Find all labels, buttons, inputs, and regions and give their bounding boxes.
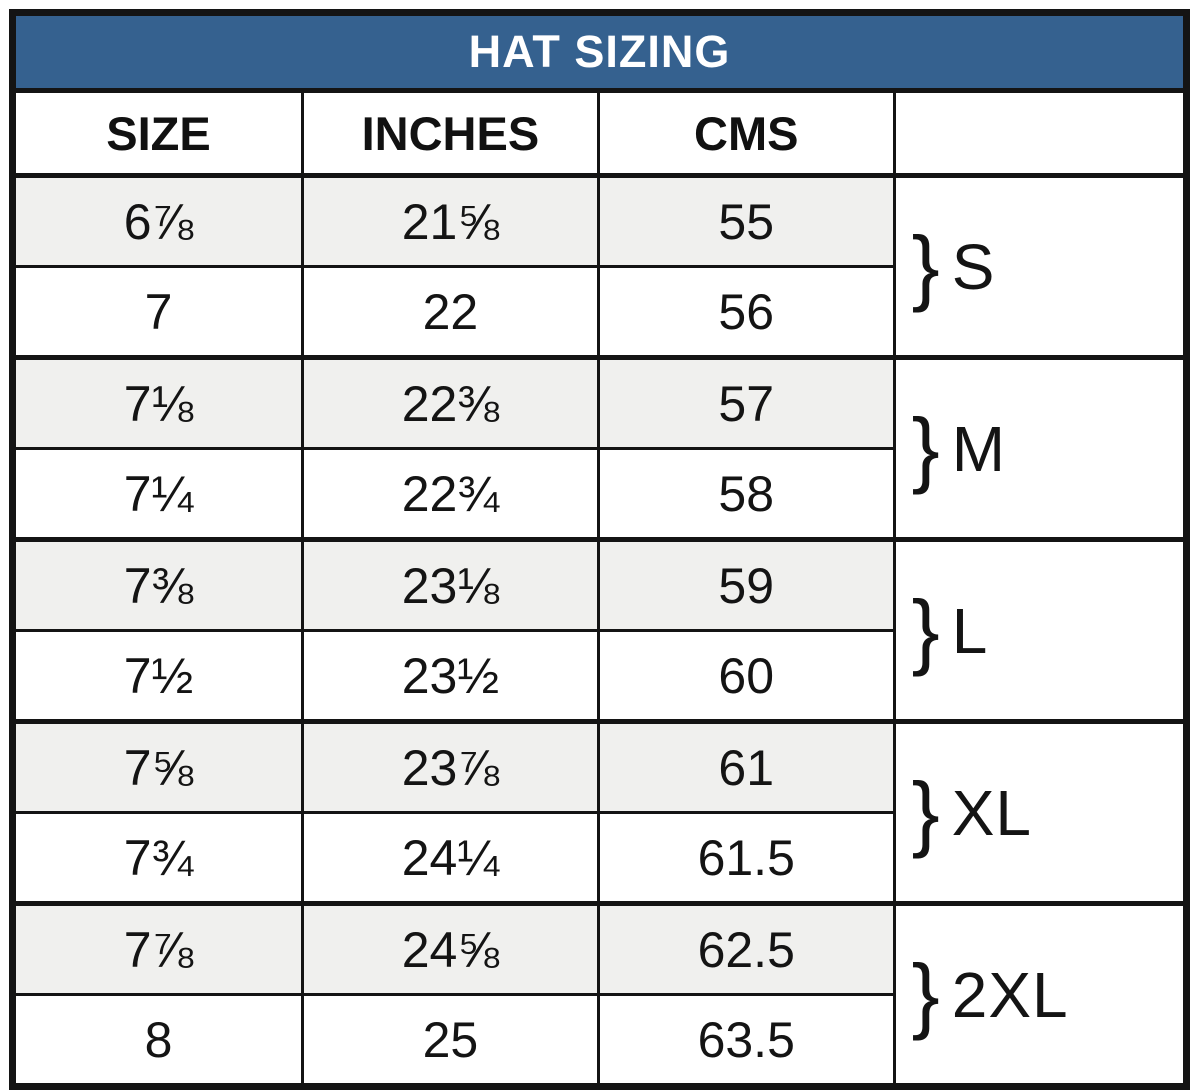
cell-inches: 22¾ xyxy=(300,447,600,541)
group-cell-xl: } XL xyxy=(892,719,1189,905)
cell-inches: 24⅝ xyxy=(300,901,600,996)
table-row: 7⅝ 23⅞ 61 } XL xyxy=(11,719,1189,905)
group-marker: } M xyxy=(911,400,1183,495)
group-cell-m: } M xyxy=(892,355,1189,541)
cell-size: 7⅞ xyxy=(11,901,304,996)
cell-inches: 25 xyxy=(300,993,600,1088)
cell-cms: 57 xyxy=(596,355,896,450)
column-header-inches: INCHES xyxy=(300,89,600,178)
cell-cms: 58 xyxy=(596,447,896,541)
hat-sizing-table: HAT SIZING SIZE INCHES CMS 6⅞ 21⅝ 55 } S xyxy=(9,9,1190,1090)
table-row: 7⅜ 23⅛ 59 } L xyxy=(11,537,1189,723)
group-marker: } L xyxy=(911,582,1183,677)
column-header-size: SIZE xyxy=(11,89,304,178)
brace-glyph: } xyxy=(911,764,940,859)
brace-glyph: } xyxy=(911,946,940,1041)
column-header-row: SIZE INCHES CMS xyxy=(11,89,1189,178)
table-row: 7 22 56 xyxy=(11,265,1187,359)
title-row: HAT SIZING xyxy=(11,11,1188,93)
cell-inches: 23⅞ xyxy=(300,719,600,814)
table-row: 7¼ 22¾ 58 xyxy=(11,447,1187,541)
cell-size: 7⅛ xyxy=(11,355,304,450)
brace-glyph: } xyxy=(911,400,940,495)
table-row: 7¾ 24¼ 61.5 xyxy=(11,811,1187,905)
cell-size: 7½ xyxy=(11,629,304,723)
table-title: HAT SIZING xyxy=(11,11,1188,93)
hat-sizing-sheet: HAT SIZING SIZE INCHES CMS 6⅞ 21⅝ 55 } S xyxy=(9,9,1190,1090)
group-marker: } S xyxy=(911,218,1183,313)
cell-size: 7⅜ xyxy=(11,537,304,632)
cell-cms: 59 xyxy=(596,537,896,632)
cell-inches: 24¼ xyxy=(300,811,600,905)
table-row: 7⅞ 24⅝ 62.5 } 2XL xyxy=(11,901,1189,1088)
group-marker: } 2XL xyxy=(911,946,1183,1041)
cell-size: 7 xyxy=(11,265,304,359)
cell-inches: 23½ xyxy=(300,629,600,723)
cell-inches: 22 xyxy=(300,265,600,359)
cell-inches: 22⅜ xyxy=(300,355,600,450)
group-label: XL xyxy=(951,776,1032,849)
cell-size: 6⅞ xyxy=(11,173,304,268)
group-label: 2XL xyxy=(951,958,1069,1031)
cell-cms: 55 xyxy=(596,173,896,268)
cell-cms: 60 xyxy=(596,629,896,723)
cell-cms: 62.5 xyxy=(596,901,896,996)
cell-inches: 23⅛ xyxy=(300,537,600,632)
group-label: S xyxy=(951,230,996,303)
group-marker: } XL xyxy=(911,764,1183,859)
cell-cms: 61 xyxy=(596,719,896,814)
cell-size: 8 xyxy=(11,993,304,1088)
table-row: 6⅞ 21⅝ 55 } S xyxy=(11,173,1189,359)
cell-size: 7⅝ xyxy=(11,719,304,814)
brace-glyph: } xyxy=(911,582,940,677)
cell-size: 7¼ xyxy=(11,447,304,541)
cell-size: 7¾ xyxy=(11,811,304,905)
column-header-group-empty xyxy=(892,89,1189,178)
column-header-cms: CMS xyxy=(596,89,896,178)
table-row: 7½ 23½ 60 xyxy=(11,629,1187,723)
cell-cms: 56 xyxy=(596,265,896,359)
group-label: L xyxy=(951,594,989,667)
group-label: M xyxy=(951,412,1007,485)
group-cell-l: } L xyxy=(892,537,1189,723)
cell-inches: 21⅝ xyxy=(300,173,600,268)
group-cell-s: } S xyxy=(892,173,1189,359)
group-cell-2xl: } 2XL xyxy=(892,901,1189,1088)
cell-cms: 63.5 xyxy=(596,993,896,1088)
table-row: 7⅛ 22⅜ 57 } M xyxy=(11,355,1189,541)
brace-glyph: } xyxy=(911,218,940,313)
cell-cms: 61.5 xyxy=(596,811,896,905)
